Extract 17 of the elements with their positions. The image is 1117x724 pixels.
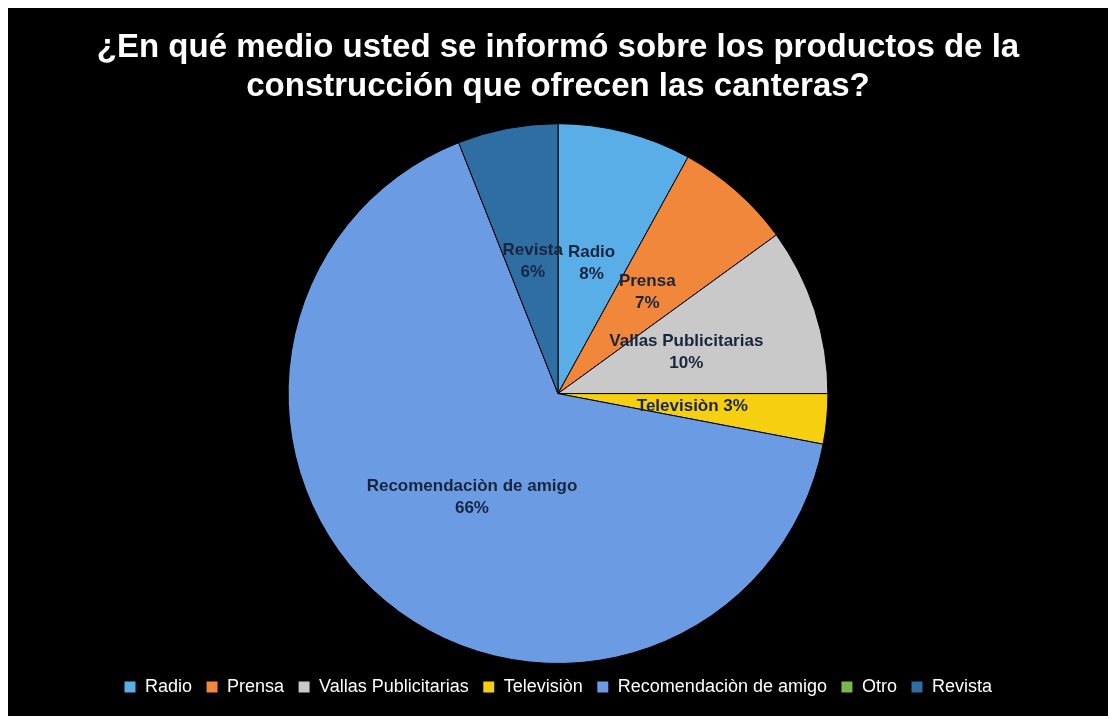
- data-label: 66%: [454, 498, 489, 518]
- legend-label: Televisiòn: [503, 675, 583, 696]
- legend-label: Recomendaciòn de amigo: [617, 675, 827, 696]
- slice-label: Prensa: [618, 271, 677, 291]
- legend-label: Vallas Publicitarias: [319, 675, 469, 696]
- data-label: 7%: [634, 293, 660, 313]
- slice-label: Recomendaciòn de amigo: [366, 476, 578, 496]
- category-label: Televisiòn 3%: [636, 395, 748, 415]
- legend-label: Revista: [931, 675, 993, 696]
- chart-title: ¿En qué medio usted se informó sobre los productos de la construcción que ofrecen las canteras?: [96, 26, 1020, 104]
- slice-label: Radio: [567, 241, 616, 261]
- legend-label: Otro: [861, 675, 897, 696]
- data-label: 6%: [520, 261, 545, 281]
- legend-label: Radio: [145, 675, 193, 696]
- data-label: 8%: [579, 263, 604, 283]
- data-label: 10%: [669, 352, 704, 372]
- legend-label: Prensa: [227, 675, 286, 696]
